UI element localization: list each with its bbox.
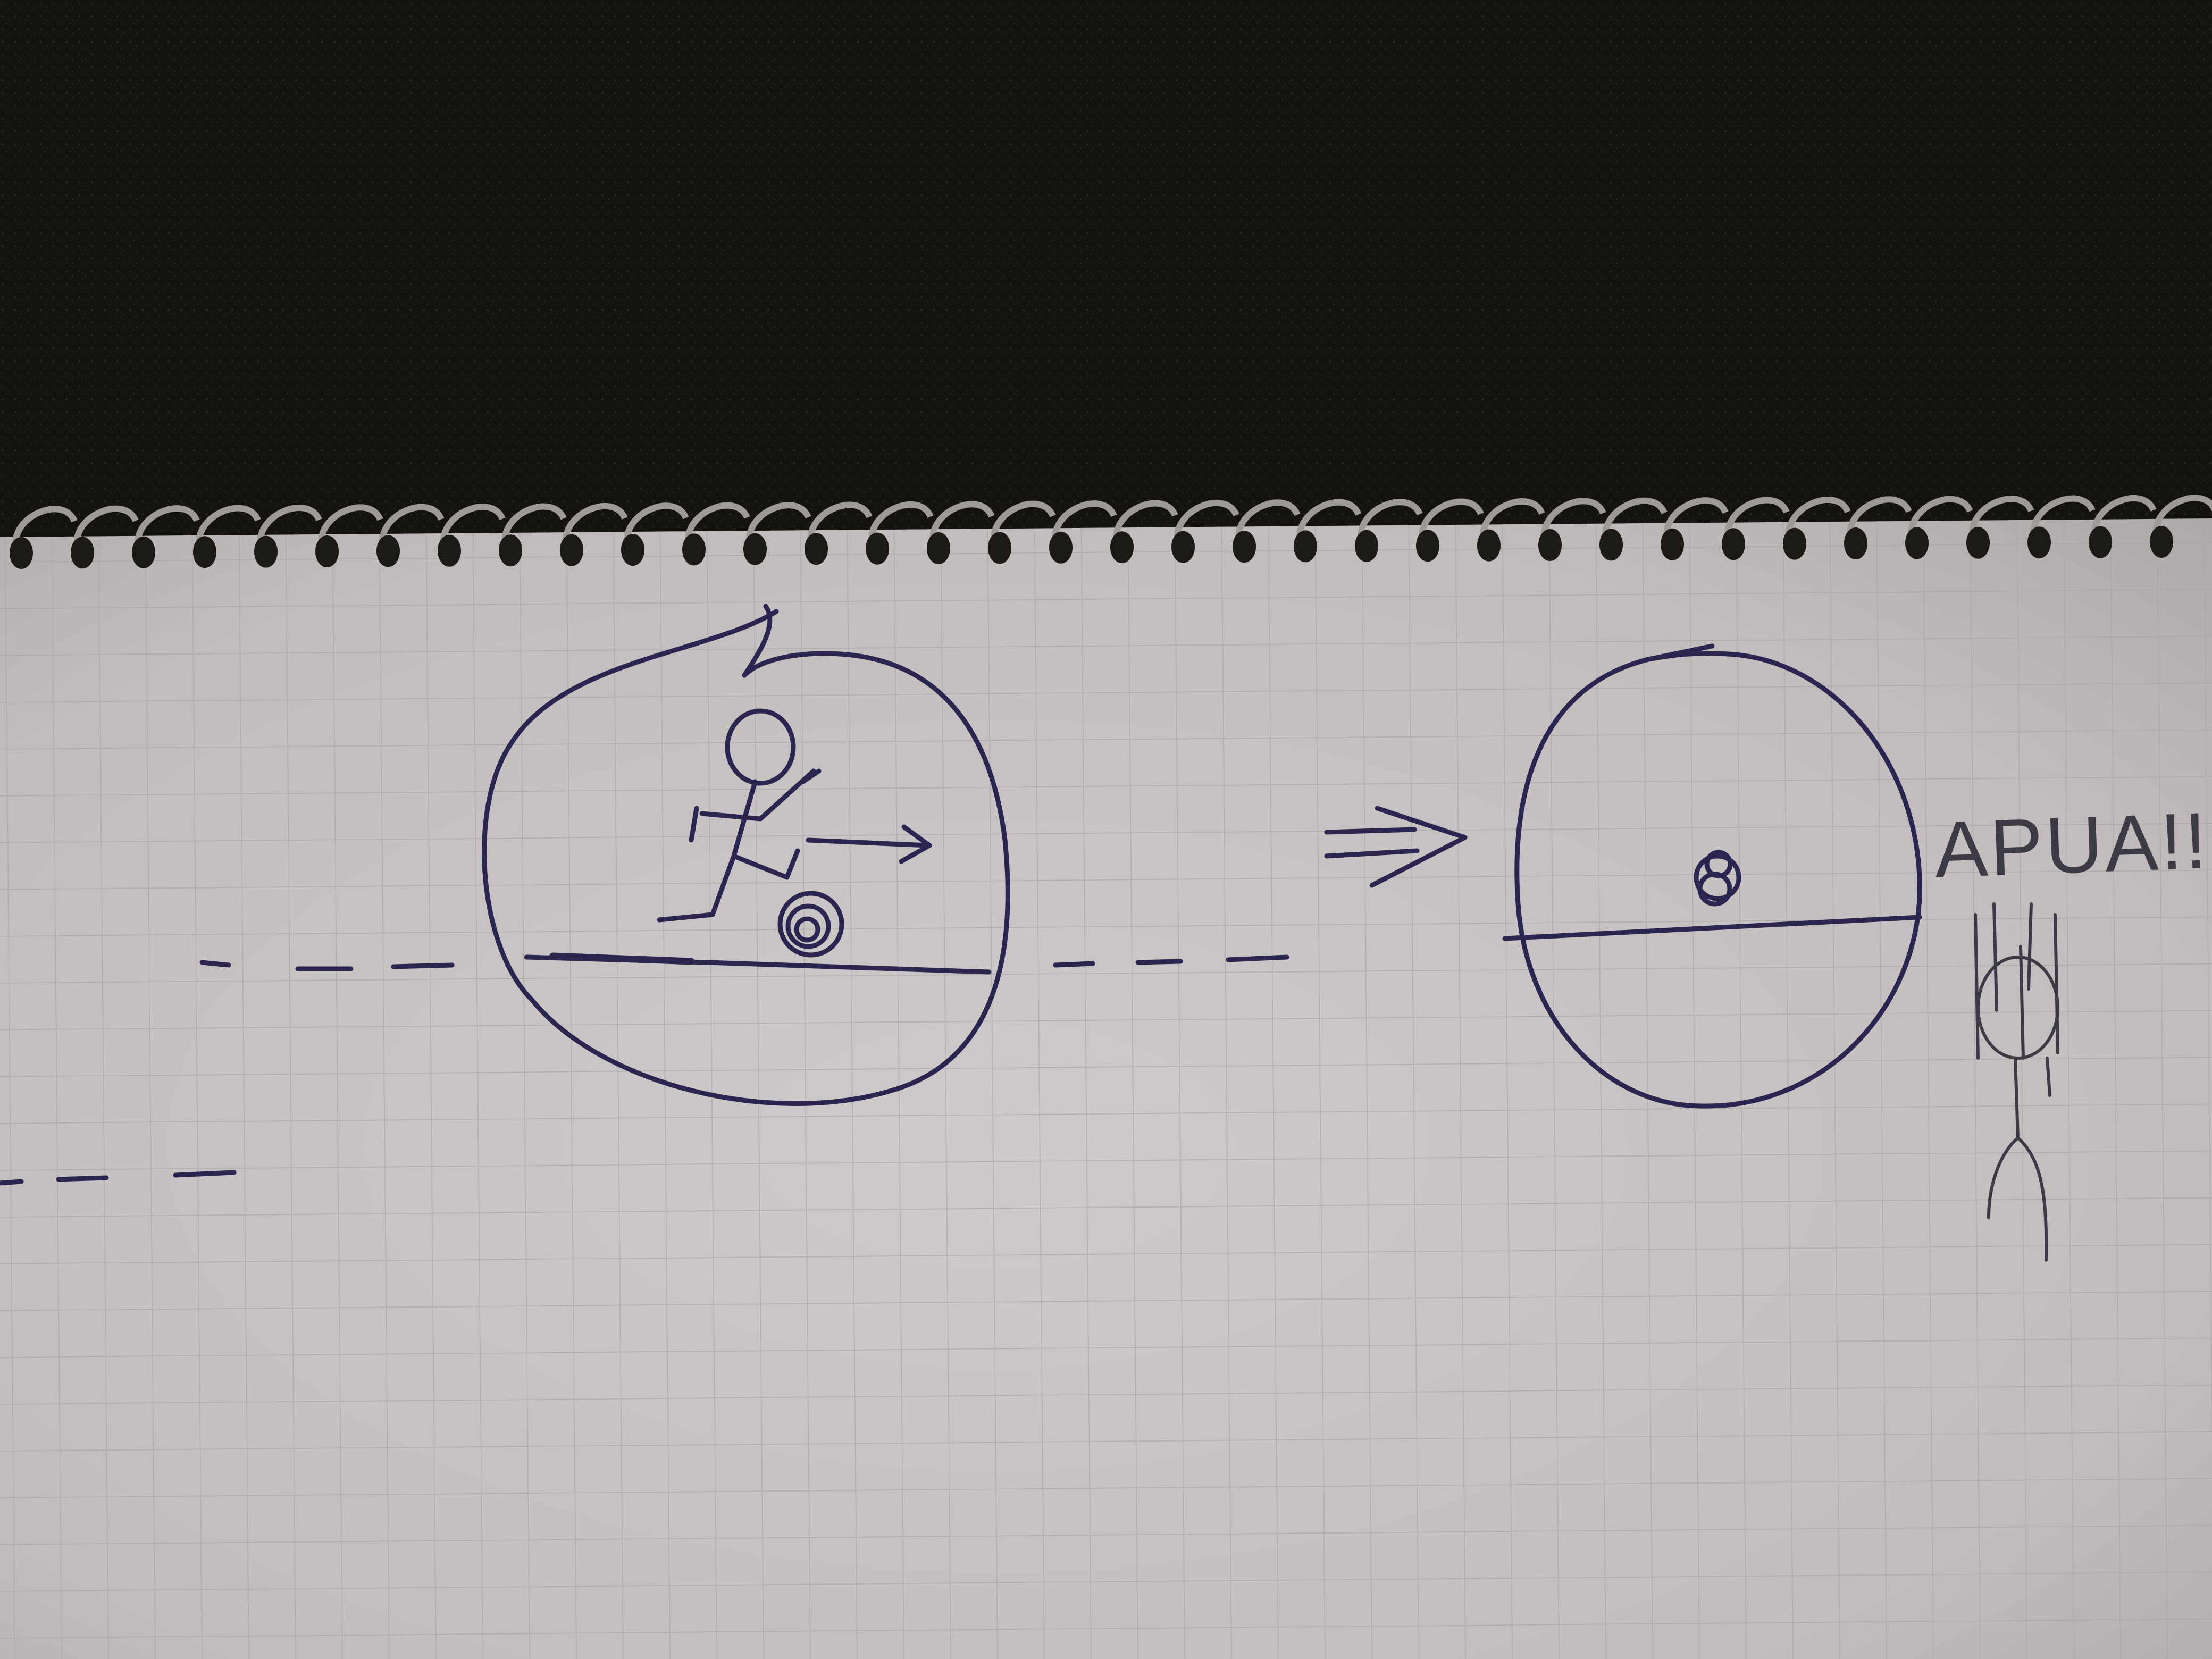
spiral-hole bbox=[2027, 526, 2051, 559]
spiral-ring bbox=[1174, 500, 1239, 542]
spiral-ring bbox=[2091, 495, 2157, 538]
stick-figure-kicking-icon bbox=[657, 708, 822, 923]
spiral-ring bbox=[1113, 500, 1178, 543]
scene-after bbox=[1502, 643, 1922, 1109]
exclamation-text: APUA!!! bbox=[1933, 794, 2212, 894]
spiral-hole bbox=[1355, 530, 1378, 562]
spiral-ring bbox=[563, 503, 628, 546]
spiral-hole bbox=[1477, 529, 1501, 562]
spiral-hole bbox=[1049, 531, 1073, 564]
spiral-ring bbox=[2152, 495, 2212, 537]
ball-icon bbox=[777, 891, 844, 958]
spiral-ring bbox=[1847, 496, 1912, 539]
spiral-hole bbox=[1661, 528, 1684, 560]
spiral-ring bbox=[1663, 497, 1729, 540]
implies-arrow-icon bbox=[1324, 806, 1468, 888]
spiral-hole bbox=[254, 535, 278, 568]
spiral-hole bbox=[805, 533, 828, 565]
spiral-ring bbox=[1480, 498, 1545, 541]
spiral-ring bbox=[73, 505, 139, 548]
arrow-icon bbox=[806, 824, 932, 864]
scene-before bbox=[482, 604, 1010, 1106]
spiral-hole bbox=[1294, 530, 1317, 563]
dashed-line-middle bbox=[1053, 954, 1289, 968]
spiral-ring bbox=[624, 502, 689, 545]
spiral-hole bbox=[988, 532, 1011, 564]
spiral-binding-icon bbox=[10, 495, 2212, 569]
spiral-ring bbox=[135, 505, 200, 548]
spiral-hole bbox=[1110, 531, 1134, 564]
spiral-hole bbox=[132, 536, 155, 568]
spiral-ring bbox=[1052, 500, 1117, 543]
spiral-hole bbox=[376, 535, 400, 567]
spiral-ring bbox=[257, 505, 322, 547]
spiral-ring bbox=[746, 502, 811, 544]
spiral-hole bbox=[1905, 527, 1929, 559]
spiral-ring bbox=[1969, 496, 2034, 538]
stick-figure-hanging-icon bbox=[1974, 902, 2059, 1262]
spiral-hole bbox=[71, 537, 94, 569]
spiral-ring bbox=[1786, 497, 1851, 539]
spiral-ring bbox=[1541, 498, 1606, 540]
spiral-hole bbox=[1783, 527, 1806, 560]
spiral-ring bbox=[868, 501, 934, 544]
spiral-hole bbox=[499, 534, 522, 567]
spiral-ring bbox=[929, 501, 995, 543]
spiral-ring bbox=[12, 506, 78, 548]
spiral-ring bbox=[1908, 496, 1973, 539]
spiral-hole bbox=[743, 533, 767, 565]
spiral-hole bbox=[1722, 528, 1745, 560]
spiral-hole bbox=[1538, 529, 1562, 561]
spiral-hole bbox=[1966, 526, 1990, 559]
ball-icon bbox=[1694, 850, 1741, 907]
spiral-hole bbox=[438, 534, 461, 567]
spiral-hole bbox=[682, 533, 706, 566]
spiral-hole bbox=[10, 537, 33, 569]
spiral-hole bbox=[2089, 526, 2112, 558]
spiral-ring bbox=[501, 503, 567, 546]
spiral-ring bbox=[685, 502, 750, 545]
spiral-ring bbox=[991, 500, 1056, 543]
spiral-ring bbox=[1296, 499, 1362, 542]
spiral-ring bbox=[2030, 495, 2096, 538]
spiral-ring bbox=[196, 505, 261, 548]
spiral-ring bbox=[1419, 498, 1484, 541]
spiral-hole bbox=[927, 532, 950, 564]
spiral-hole bbox=[866, 532, 889, 565]
spiral-ring bbox=[1358, 499, 1423, 541]
spiral-hole bbox=[315, 535, 339, 567]
spiral-hole bbox=[1599, 529, 1623, 561]
spiral-hole bbox=[1171, 531, 1195, 563]
spiral-ring bbox=[1724, 497, 1790, 540]
spiral-ring bbox=[1602, 497, 1668, 540]
spiral-ring bbox=[379, 504, 445, 547]
spiral-hole bbox=[1416, 530, 1439, 562]
spiral-hole bbox=[1233, 531, 1256, 563]
sketch bbox=[0, 604, 1922, 1186]
spiral-ring bbox=[807, 501, 873, 544]
spiral-hole bbox=[1844, 527, 1867, 559]
spiral-hole bbox=[193, 536, 216, 568]
spiral-hole bbox=[621, 534, 644, 566]
carpet-background bbox=[0, 0, 2212, 532]
spiral-hole bbox=[560, 534, 583, 566]
spiral-ring bbox=[1235, 499, 1301, 542]
dashed-line-left bbox=[0, 960, 455, 1186]
spiral-ring bbox=[440, 504, 506, 546]
spiral-ring bbox=[318, 504, 383, 547]
spiral-hole bbox=[2150, 526, 2173, 558]
notebook-page bbox=[0, 518, 2212, 1659]
